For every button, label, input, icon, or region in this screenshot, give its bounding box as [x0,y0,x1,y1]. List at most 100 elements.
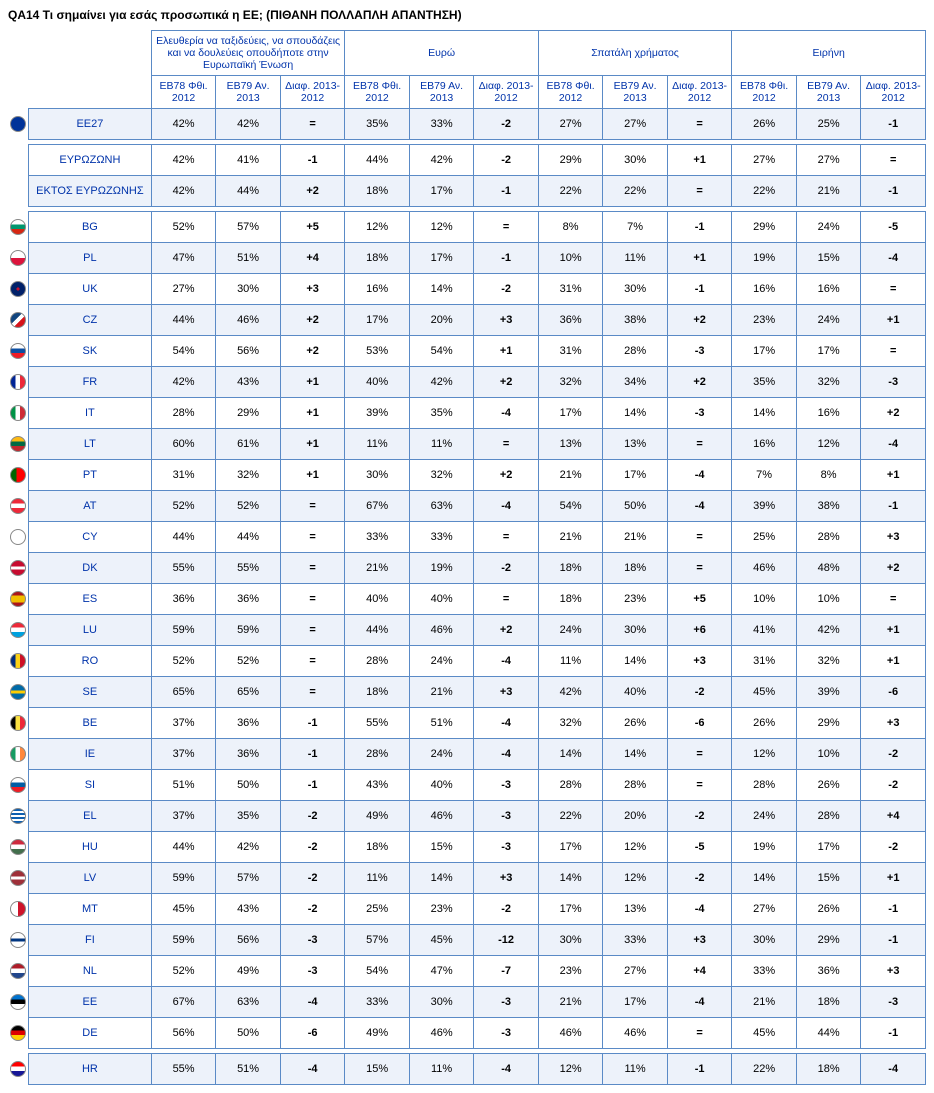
data-cell: -3 [474,987,539,1018]
data-cell: 52% [151,491,216,522]
data-cell: 52% [216,491,281,522]
flag-cell [8,770,28,801]
data-cell: = [667,770,732,801]
data-cell: 43% [216,367,281,398]
data-cell: = [861,584,926,615]
data-cell: 17% [796,336,861,367]
data-cell: 63% [216,987,281,1018]
data-cell: 14% [603,739,668,770]
data-cell: 10% [796,584,861,615]
data-cell: 42% [796,615,861,646]
data-cell: 14% [538,863,603,894]
data-cell: = [474,522,539,553]
data-cell: 54% [151,336,216,367]
data-cell: 49% [216,956,281,987]
row-name: PL [28,243,151,274]
data-cell: +3 [861,522,926,553]
data-cell: -12 [474,925,539,956]
data-cell: -3 [474,832,539,863]
row-name: HR [28,1054,151,1085]
data-cell: +5 [280,212,345,243]
data-cell: +1 [861,460,926,491]
data-cell: 55% [151,1054,216,1085]
row-name: FR [28,367,151,398]
data-cell: 11% [409,1054,474,1085]
data-cell: 26% [796,770,861,801]
row-name: DE [28,1018,151,1049]
data-cell: 59% [151,863,216,894]
data-cell: 33% [732,956,797,987]
data-cell: -3 [667,336,732,367]
data-cell: 27% [796,145,861,176]
data-cell: -3 [861,987,926,1018]
data-cell: 16% [796,274,861,305]
data-cell: 32% [796,646,861,677]
flag-icon [10,529,26,545]
data-cell: 8% [796,460,861,491]
data-cell: 49% [345,1018,410,1049]
data-cell: 28% [151,398,216,429]
flag-icon [10,374,26,390]
data-cell: 11% [345,429,410,460]
data-cell: = [280,522,345,553]
data-cell: -2 [667,677,732,708]
data-cell: +1 [667,243,732,274]
data-cell: 51% [409,708,474,739]
table-row: ΕΚΤΟΣ ΕΥΡΩΖΩΝΗΣ42%44%+218%17%-122%22%=22… [8,176,926,207]
data-cell: = [280,615,345,646]
data-cell: 19% [732,832,797,863]
group-header: Ειρήνη [732,31,926,76]
flag-icon [10,715,26,731]
data-cell: +2 [474,460,539,491]
data-cell: -4 [474,646,539,677]
table-row: EE67%63%-433%30%-321%17%-421%18%-3 [8,987,926,1018]
data-cell: 30% [603,145,668,176]
data-cell: 12% [538,1054,603,1085]
data-cell: 16% [345,274,410,305]
flag-cell [8,336,28,367]
data-cell: 45% [151,894,216,925]
data-cell: 67% [345,491,410,522]
data-cell: = [861,336,926,367]
flag-cell [8,1054,28,1085]
data-cell: 38% [796,491,861,522]
table-row: UK27%30%+316%14%-231%30%-116%16%= [8,274,926,305]
data-cell: -4 [474,708,539,739]
row-name: SE [28,677,151,708]
data-cell: -2 [861,832,926,863]
data-cell: 17% [345,305,410,336]
data-cell: -4 [667,491,732,522]
data-cell: 17% [796,832,861,863]
data-cell: 10% [538,243,603,274]
data-cell: 45% [732,1018,797,1049]
data-cell: -1 [861,176,926,207]
data-cell: 32% [796,367,861,398]
flag-icon [10,312,26,328]
data-cell: 45% [732,677,797,708]
data-cell: 22% [732,176,797,207]
flag-cell [8,584,28,615]
flag-cell [8,646,28,677]
table-row: MT45%43%-225%23%-217%13%-427%26%-1 [8,894,926,925]
data-cell: -3 [474,770,539,801]
row-name: HU [28,832,151,863]
data-cell: 13% [603,894,668,925]
data-cell: = [474,212,539,243]
flag-icon [10,1061,26,1077]
data-cell: -1 [667,274,732,305]
data-cell: +2 [474,615,539,646]
sub-header: ΕΒ79 Αν. 2013 [796,76,861,109]
data-cell: 30% [538,925,603,956]
data-cell: 54% [345,956,410,987]
data-cell: 38% [603,305,668,336]
data-cell: -1 [861,925,926,956]
data-cell: +2 [667,305,732,336]
data-cell: +4 [280,243,345,274]
data-cell: 39% [345,398,410,429]
row-name: MT [28,894,151,925]
data-cell: +1 [861,305,926,336]
data-cell: 31% [538,274,603,305]
data-cell: 36% [216,739,281,770]
flag-icon [10,591,26,607]
data-cell: -2 [667,863,732,894]
